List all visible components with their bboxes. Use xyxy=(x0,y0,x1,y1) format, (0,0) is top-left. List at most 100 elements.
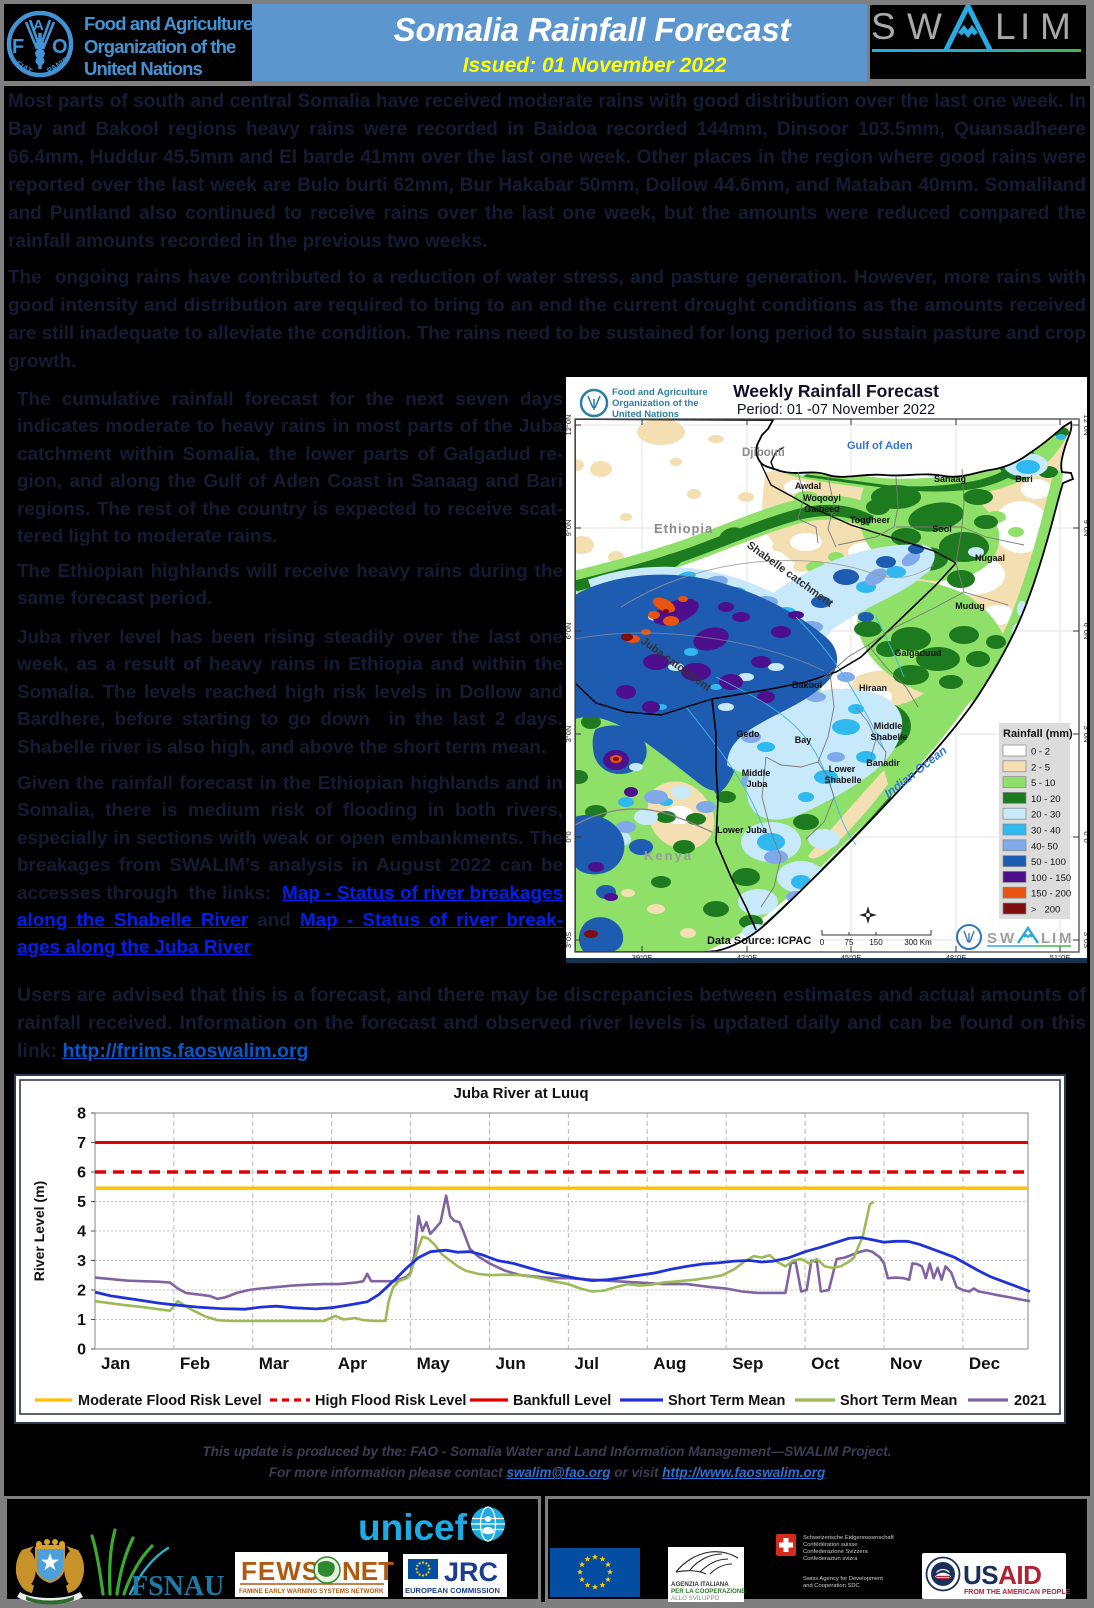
svg-text:8: 8 xyxy=(77,1106,86,1123)
svg-text:51°0E: 51°0E xyxy=(1050,953,1071,962)
svg-text:40- 50: 40- 50 xyxy=(1031,841,1058,852)
svg-text:Mudug: Mudug xyxy=(955,601,985,611)
svg-text:Togdheer: Togdheer xyxy=(850,515,891,525)
svg-text:5 - 10: 5 - 10 xyxy=(1031,778,1055,789)
svg-text:150 - 200: 150 - 200 xyxy=(1031,889,1071,900)
svg-text:NET: NET xyxy=(342,1556,394,1586)
svg-text:Ethiopia: Ethiopia xyxy=(654,521,713,536)
svg-text:Dec: Dec xyxy=(969,1354,1000,1373)
svg-text:May: May xyxy=(417,1354,451,1373)
svg-text:50 - 100: 50 - 100 xyxy=(1031,857,1066,868)
svg-text:Kenya: Kenya xyxy=(644,848,693,863)
svg-text:9°0N: 9°0N xyxy=(1082,520,1087,537)
svg-text:2: 2 xyxy=(77,1283,86,1300)
svg-text:Apr: Apr xyxy=(338,1354,368,1373)
svg-text:Aug: Aug xyxy=(653,1354,686,1373)
svg-text:2021: 2021 xyxy=(1014,1393,1046,1409)
svg-text:Hiraan: Hiraan xyxy=(859,683,887,693)
svg-text:Juba: Juba xyxy=(746,779,768,789)
svg-text:100 - 150: 100 - 150 xyxy=(1031,873,1071,884)
svg-text:Schweizerische Eidgenossenscha: Schweizerische Eidgenossenschaft xyxy=(803,1535,894,1541)
svg-text:Rainfall (mm): Rainfall (mm) xyxy=(1003,728,1073,740)
svg-text:FAMINE EARLY WARNING SYSTEMS N: FAMINE EARLY WARNING SYSTEMS NETWORK xyxy=(239,1588,384,1595)
svg-text:M: M xyxy=(1040,6,1071,47)
svg-text:High Flood Risk Level: High Flood Risk Level xyxy=(315,1393,466,1409)
svg-text:Confederaziun svizra: Confederaziun svizra xyxy=(803,1556,858,1562)
svg-text:M: M xyxy=(1059,930,1072,947)
svg-text:ALLO SVILUPPO: ALLO SVILUPPO xyxy=(671,1595,720,1602)
svg-text:12°0N: 12°0N xyxy=(1082,415,1087,436)
svg-text:Woqooyi: Woqooyi xyxy=(803,493,841,503)
svg-text:Jan: Jan xyxy=(101,1354,130,1373)
svg-text:3°0S: 3°0S xyxy=(566,932,573,948)
svg-text:JRC: JRC xyxy=(444,1557,498,1587)
svg-text:I: I xyxy=(1020,6,1030,47)
svg-text:30 - 40: 30 - 40 xyxy=(1031,826,1061,837)
svg-text:Short Term Mean: Short Term Mean xyxy=(840,1393,957,1409)
svg-text:Short Term Mean: Short Term Mean xyxy=(668,1393,785,1409)
svg-text:300 Km: 300 Km xyxy=(904,938,932,947)
svg-text:6°0N: 6°0N xyxy=(1082,623,1087,640)
svg-text:Mar: Mar xyxy=(259,1354,290,1373)
svg-text:Gulf of Aden: Gulf of Aden xyxy=(847,440,913,452)
svg-text:Galgaduud: Galgaduud xyxy=(895,648,942,658)
svg-text:0: 0 xyxy=(820,938,825,947)
svg-text:Feb: Feb xyxy=(180,1354,210,1373)
svg-text:Confederazione Svizzera: Confederazione Svizzera xyxy=(803,1549,869,1555)
svg-text:1: 1 xyxy=(77,1312,86,1329)
svg-text:A: A xyxy=(33,17,44,34)
svg-text:Galbeed: Galbeed xyxy=(804,504,840,514)
svg-text:150: 150 xyxy=(869,938,883,947)
svg-text:Nov: Nov xyxy=(890,1354,923,1373)
svg-text:Bay: Bay xyxy=(795,735,812,745)
svg-text:3°0S: 3°0S xyxy=(1082,932,1087,948)
svg-text:Shabelle: Shabelle xyxy=(870,732,907,742)
svg-text:Data Source: ICPAC: Data Source: ICPAC xyxy=(707,935,811,947)
svg-text:Bakool: Bakool xyxy=(792,680,822,690)
svg-text:0°0: 0°0 xyxy=(1082,831,1087,842)
svg-text:Nugaal: Nugaal xyxy=(975,553,1005,563)
svg-text:9°0N: 9°0N xyxy=(566,520,573,537)
svg-text:Sool: Sool xyxy=(932,524,952,534)
svg-text:42°0E: 42°0E xyxy=(737,953,758,962)
svg-text:FROM THE AMERICAN PEOPLE: FROM THE AMERICAN PEOPLE xyxy=(964,1589,1071,1596)
svg-text:Sanaag: Sanaag xyxy=(934,474,966,484)
svg-text:United Nations: United Nations xyxy=(612,409,679,420)
svg-text:and Cooperation SDC: and Cooperation SDC xyxy=(803,1583,860,1589)
svg-text:FEWS: FEWS xyxy=(241,1556,320,1586)
svg-text:0: 0 xyxy=(77,1342,86,1359)
svg-text:2 - 5: 2 - 5 xyxy=(1031,762,1050,773)
svg-text:Banadir: Banadir xyxy=(866,758,900,768)
svg-text:W: W xyxy=(1000,930,1015,947)
svg-text:7: 7 xyxy=(77,1135,86,1152)
svg-text:AGENZIA ITALIANA: AGENZIA ITALIANA xyxy=(671,1581,729,1588)
svg-text:Sep: Sep xyxy=(732,1354,763,1373)
svg-text:W: W xyxy=(907,6,942,47)
svg-text:Moderate Flood Risk Level: Moderate Flood Risk Level xyxy=(78,1393,262,1409)
svg-text:3: 3 xyxy=(77,1253,86,1270)
svg-text:20 - 30: 20 - 30 xyxy=(1031,810,1061,821)
svg-text:48°0E: 48°0E xyxy=(946,953,967,962)
svg-text:10 - 20: 10 - 20 xyxy=(1031,794,1061,805)
svg-text:Weekly Rainfall Forecast: Weekly Rainfall Forecast xyxy=(733,381,939,401)
svg-text:Food and Agriculture: Food and Agriculture xyxy=(612,387,708,398)
svg-text:Lower Juba: Lower Juba xyxy=(717,825,768,835)
svg-text:0°0: 0°0 xyxy=(566,831,573,842)
svg-text:3°0N: 3°0N xyxy=(1082,726,1087,743)
svg-text:PANIS: PANIS xyxy=(45,55,71,76)
svg-text:S: S xyxy=(871,6,896,47)
svg-text:> 200: > 200 xyxy=(1031,905,1060,916)
svg-text:0 - 2: 0 - 2 xyxy=(1031,747,1050,758)
svg-text:Middle: Middle xyxy=(874,721,903,731)
svg-text:Jun: Jun xyxy=(496,1354,526,1373)
svg-text:3°0N: 3°0N xyxy=(566,726,573,743)
svg-text:Juba River at Luuq: Juba River at Luuq xyxy=(453,1085,588,1102)
svg-text:Organization of the: Organization of the xyxy=(612,398,699,409)
svg-text:EUROPEAN COMMISSION: EUROPEAN COMMISSION xyxy=(405,1586,500,1595)
svg-text:5: 5 xyxy=(77,1194,86,1211)
svg-text:Swiss Agency for Development: Swiss Agency for Development xyxy=(803,1576,883,1582)
svg-text:USAID: USAID xyxy=(963,1560,1041,1590)
svg-text:Jul: Jul xyxy=(574,1354,599,1373)
svg-text:FSNAU: FSNAU xyxy=(131,1571,224,1602)
svg-text:6: 6 xyxy=(77,1165,86,1182)
